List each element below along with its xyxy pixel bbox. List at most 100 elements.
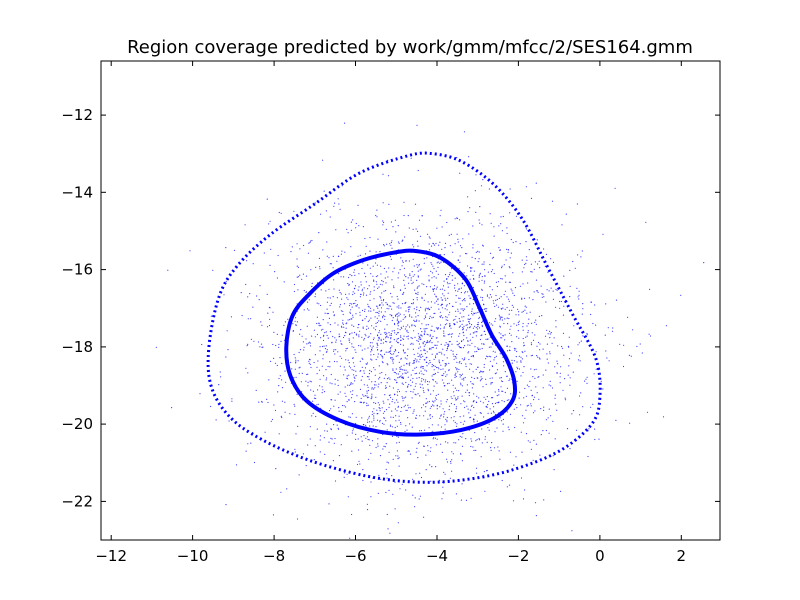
scatter-point (522, 283, 524, 285)
scatter-point (353, 365, 355, 367)
scatter-point (432, 430, 434, 432)
scatter-point (346, 377, 348, 379)
scatter-point (460, 421, 462, 423)
scatter-point (267, 312, 269, 314)
scatter-point (502, 303, 504, 305)
scatter-point (533, 399, 535, 401)
scatter-point (367, 303, 369, 305)
scatter-point (429, 339, 431, 341)
scatter-point (431, 325, 433, 327)
scatter-point (404, 404, 406, 406)
scatter-point (562, 332, 565, 334)
scatter-point (387, 528, 389, 530)
scatter-point (645, 221, 647, 223)
scatter-point (396, 425, 398, 427)
scatter-point (432, 400, 434, 402)
scatter-point (319, 451, 321, 453)
scatter-point (476, 323, 478, 326)
scatter-point (593, 373, 595, 375)
scatter-point (509, 257, 511, 259)
scatter-point (299, 274, 301, 276)
scatter-point (371, 393, 373, 395)
scatter-point (422, 355, 424, 357)
scatter-point (397, 455, 399, 457)
scatter-point (543, 248, 545, 250)
scatter-point (419, 354, 421, 356)
scatter-point (247, 343, 249, 345)
scatter-point (322, 354, 324, 356)
scatter-point (499, 325, 501, 327)
scatter-point (400, 375, 402, 377)
y-tick-label: −16 (61, 261, 93, 279)
scatter-point (369, 250, 371, 252)
scatter-point (467, 211, 469, 213)
scatter-point (459, 325, 461, 327)
scatter-point (433, 405, 435, 407)
scatter-point (307, 444, 309, 446)
scatter-point (319, 268, 321, 270)
scatter-point (306, 373, 308, 376)
scatter-point (325, 331, 327, 333)
scatter-point (488, 429, 490, 431)
x-tick-label: −4 (426, 547, 448, 565)
scatter-point (488, 346, 490, 348)
scatter-point (423, 333, 425, 336)
scatter-point (392, 317, 394, 319)
scatter-point (323, 345, 325, 347)
scatter-point (472, 401, 474, 403)
scatter-point (535, 182, 537, 184)
scatter-point (454, 376, 456, 379)
scatter-point (367, 432, 369, 434)
scatter-point (516, 324, 518, 326)
scatter-point (510, 325, 512, 327)
scatter-point (345, 327, 347, 329)
scatter-point (501, 337, 503, 339)
scatter-point (268, 223, 270, 225)
scatter-point (364, 348, 366, 350)
scatter-point (397, 406, 399, 408)
scatter-point (397, 325, 399, 327)
scatter-point (509, 413, 512, 415)
scatter-point (506, 387, 508, 389)
scatter-point (494, 391, 496, 393)
scatter-point (403, 369, 405, 371)
scatter-point (337, 393, 339, 395)
scatter-point (352, 303, 355, 305)
scatter-point (416, 299, 418, 301)
scatter-point (507, 298, 510, 300)
scatter-point (334, 337, 336, 339)
scatter-point (444, 242, 447, 244)
scatter-point (590, 406, 592, 408)
scatter-point (439, 316, 442, 318)
scatter-point (459, 376, 461, 378)
scatter-point (340, 253, 342, 255)
scatter-point (371, 342, 373, 344)
scatter-point (402, 397, 404, 399)
scatter-point (456, 321, 458, 323)
scatter-point (384, 277, 386, 279)
scatter-point (247, 318, 249, 320)
scatter-point (469, 303, 471, 305)
scatter-point (397, 316, 399, 318)
scatter-point (396, 394, 399, 396)
scatter-point (420, 268, 422, 270)
scatter-point (391, 330, 393, 332)
x-tick-label: −2 (507, 547, 529, 565)
scatter-point (446, 316, 448, 318)
scatter-point (479, 273, 481, 275)
scatter-point (375, 446, 377, 449)
scatter-point (483, 416, 485, 418)
scatter-point (327, 322, 329, 324)
scatter-point (491, 269, 494, 271)
scatter-point (382, 202, 384, 204)
scatter-point (457, 241, 459, 243)
scatter-point (339, 335, 341, 337)
scatter-point (481, 299, 484, 301)
scatter-point (230, 316, 232, 318)
scatter-point (460, 347, 462, 349)
scatter-point (478, 276, 480, 278)
scatter-point (375, 426, 377, 428)
scatter-point (336, 361, 338, 363)
scatter-point (376, 413, 378, 415)
scatter-point (401, 303, 404, 305)
